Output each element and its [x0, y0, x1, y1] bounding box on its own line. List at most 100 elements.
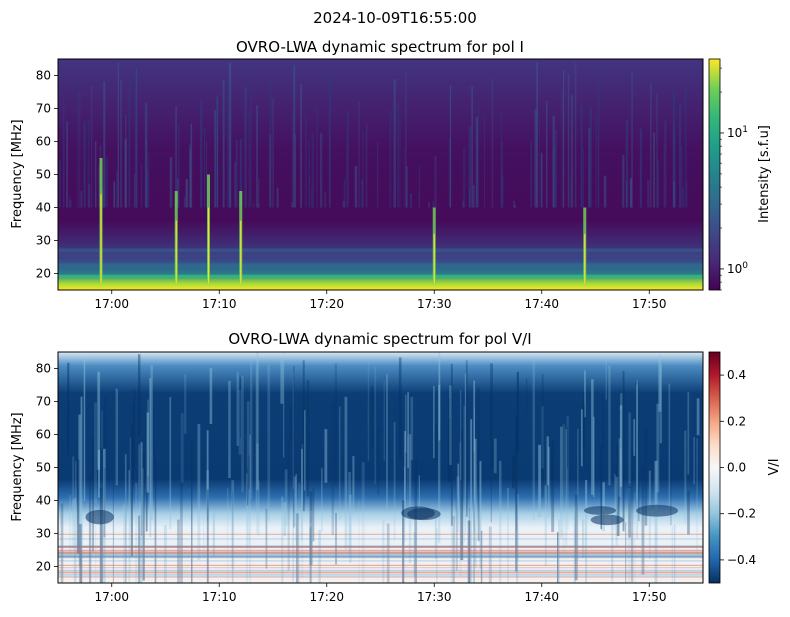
- y-tick-label: 80: [36, 69, 51, 83]
- striation: [154, 459, 157, 583]
- striation: [60, 503, 64, 583]
- striation: [209, 368, 213, 425]
- striation: [377, 426, 380, 496]
- striation: [475, 116, 479, 208]
- striation: [226, 77, 230, 208]
- striation: [673, 122, 675, 208]
- striation: [272, 98, 274, 208]
- striation: [415, 514, 418, 560]
- striation: [672, 181, 676, 208]
- striation: [146, 412, 150, 493]
- x-tick-label: 17:40: [524, 590, 559, 604]
- striation: [206, 142, 208, 208]
- striation: [206, 430, 209, 522]
- striation: [696, 438, 698, 555]
- striation: [206, 489, 209, 583]
- striation: [328, 74, 331, 208]
- band: [58, 575, 703, 577]
- striation: [291, 113, 294, 208]
- striation: [113, 181, 116, 208]
- striation: [409, 193, 412, 208]
- striation: [249, 434, 251, 583]
- x-axis: 17:00 17:10 17:20 17:30 17:40 17:50: [94, 583, 667, 604]
- striation: [140, 442, 143, 583]
- striation: [374, 366, 377, 484]
- striation: [619, 409, 622, 449]
- burst-core: [207, 207, 210, 284]
- colorbar: [708, 58, 721, 291]
- striation: [592, 416, 595, 497]
- striation: [398, 357, 402, 459]
- striation: [671, 526, 673, 583]
- colorbar-tick-label: 100: [727, 261, 748, 276]
- y-tick-label: 40: [36, 201, 51, 215]
- striation: [656, 403, 660, 493]
- striation: [540, 152, 543, 208]
- striation: [402, 500, 405, 583]
- striation: [547, 446, 550, 517]
- striation: [393, 421, 396, 541]
- striation: [63, 98, 65, 208]
- striation: [189, 148, 192, 208]
- striation: [489, 395, 492, 440]
- striation: [203, 127, 206, 208]
- striation: [628, 412, 632, 487]
- striation: [450, 363, 453, 526]
- striation: [657, 160, 660, 208]
- striation: [342, 201, 346, 208]
- striation: [216, 94, 219, 208]
- x-tick-label: 17:30: [417, 590, 452, 604]
- striation: [101, 411, 103, 449]
- x-tick-label: 17:20: [309, 297, 344, 311]
- striation: [619, 405, 623, 487]
- band: [58, 549, 703, 552]
- striation: [293, 65, 296, 208]
- striation: [352, 455, 355, 514]
- striation: [135, 96, 138, 208]
- striation: [80, 396, 83, 550]
- striation: [567, 73, 570, 208]
- striation: [469, 188, 471, 208]
- y-tick-label: 60: [36, 428, 51, 442]
- striation: [474, 438, 477, 568]
- striation: [256, 105, 258, 208]
- band: [58, 571, 703, 573]
- striation: [386, 523, 390, 583]
- striation: [253, 202, 255, 208]
- band: [58, 533, 703, 535]
- striation: [653, 132, 656, 208]
- striation: [580, 409, 583, 467]
- striation: [133, 390, 136, 469]
- striation: [389, 110, 392, 208]
- burst-core: [584, 233, 586, 284]
- band: [58, 574, 703, 575]
- striation: [459, 442, 462, 577]
- striation: [682, 187, 684, 208]
- y-axis-label: Frequency [MHz]: [10, 119, 25, 228]
- striation: [301, 444, 304, 579]
- striation: [404, 431, 407, 517]
- y-tick-label: 80: [36, 362, 51, 376]
- striation: [451, 532, 455, 583]
- striation: [310, 188, 313, 208]
- striation: [588, 127, 591, 208]
- striation: [150, 365, 153, 521]
- striation: [98, 166, 100, 208]
- striation: [644, 427, 648, 526]
- striation: [246, 401, 250, 548]
- striation: [656, 93, 659, 208]
- striation: [647, 179, 650, 208]
- striation: [687, 490, 690, 535]
- colorbar-tick-label: −0.2: [727, 507, 756, 521]
- striation: [124, 506, 127, 583]
- striation: [180, 480, 183, 583]
- x-tick-label: 17:10: [202, 590, 237, 604]
- colorbar-axis: 100 101: [720, 67, 748, 291]
- striation: [145, 413, 148, 532]
- striation: [316, 107, 318, 208]
- striation: [248, 455, 250, 489]
- striation: [561, 89, 563, 208]
- striation: [290, 404, 292, 445]
- striation: [490, 363, 493, 469]
